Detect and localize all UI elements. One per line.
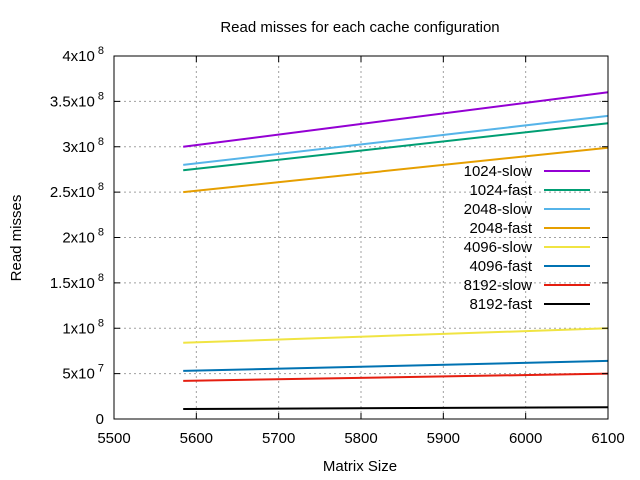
- series-line-8192-slow: [183, 372, 609, 382]
- x-tick-label: 5500: [97, 430, 130, 447]
- y-tick-label: 1.5x10 8: [50, 272, 104, 292]
- x-tick-label: 5800: [344, 430, 377, 447]
- legend-label: 2048-fast: [469, 220, 532, 237]
- y-tick-label: 1x10 8: [62, 317, 104, 337]
- x-tick-label: 6100: [591, 430, 624, 447]
- legend-label: 8192-fast: [469, 296, 532, 313]
- legend-label: 4096-fast: [469, 258, 532, 275]
- x-tick-label: 5900: [427, 430, 460, 447]
- series-lines: [183, 91, 609, 410]
- legend-label: 1024-slow: [464, 163, 533, 180]
- y-tick-label: 4x10 8: [62, 45, 104, 65]
- series-line-1024-slow: [183, 91, 609, 148]
- y-tick-label: 0: [96, 411, 104, 428]
- axis-ticks: 5500 5600 5700 5800 5900 6000 6100 0 5x10 7 1x10 8 1…: [50, 45, 625, 447]
- series-line-2048-fast: [183, 146, 609, 194]
- series-line-2048-slow: [183, 114, 609, 166]
- x-tick-label: 5600: [180, 430, 213, 447]
- grid-lines: [114, 56, 608, 419]
- legend-label: 8192-slow: [464, 277, 533, 294]
- y-tick-label: 3.5x10 8: [50, 90, 104, 110]
- legend: 1024-slow 1024-fast 2048-slow 2048-fast 4096…: [464, 163, 590, 313]
- x-axis-label: Matrix Size: [323, 458, 397, 475]
- y-tick-label: 5x10 7: [62, 363, 104, 383]
- y-axis-label: Read misses: [8, 195, 25, 282]
- x-tick-label: 5700: [262, 430, 295, 447]
- y-tick-label: 2.5x10 8: [50, 181, 104, 201]
- legend-label: 4096-slow: [464, 239, 533, 256]
- y-tick-label: 3x10 8: [62, 136, 104, 156]
- series-line-1024-fast: [183, 122, 609, 172]
- legend-label: 1024-fast: [469, 182, 532, 199]
- chart-title: Read misses for each cache configuration: [220, 19, 499, 36]
- series-line-4096-fast: [183, 359, 609, 372]
- series-line-4096-slow: [183, 327, 609, 344]
- legend-label: 2048-slow: [464, 201, 533, 218]
- x-tick-label: 6000: [509, 430, 542, 447]
- y-tick-label: 2x10 8: [62, 227, 104, 247]
- series-line-8192-fast: [183, 406, 609, 410]
